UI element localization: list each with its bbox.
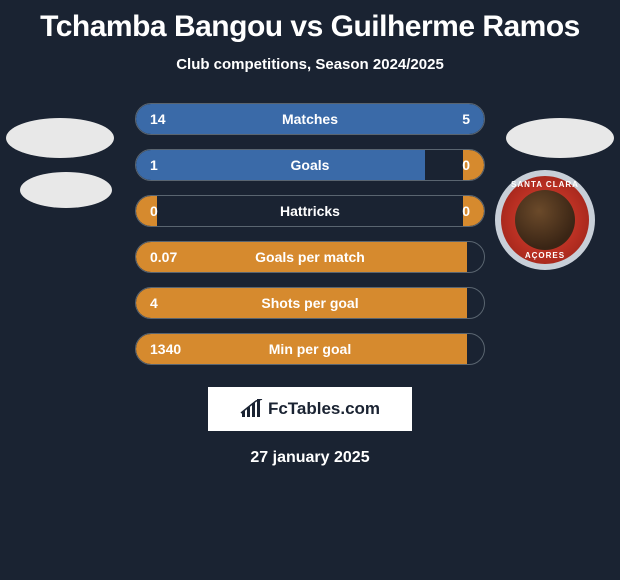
stat-row: 1340Min per goal: [135, 333, 485, 365]
stat-label: Goals: [136, 157, 484, 173]
stat-label: Goals per match: [136, 249, 484, 265]
stat-label: Matches: [136, 111, 484, 127]
stat-value-right: 5: [462, 111, 470, 127]
stat-label: Hattricks: [136, 203, 484, 219]
badge-text-top: SANTA CLARA: [511, 180, 579, 189]
stat-label: Shots per goal: [136, 295, 484, 311]
stat-row: 0Hattricks0: [135, 195, 485, 227]
stat-row: 14Matches5: [135, 103, 485, 135]
bar-chart-icon: [240, 399, 264, 419]
player-avatar-left-2: [20, 172, 112, 208]
club-badge: SANTA CLARA AÇORES: [495, 170, 595, 270]
stat-row: 0.07Goals per match: [135, 241, 485, 273]
stat-label: Min per goal: [136, 341, 484, 357]
badge-text-bottom: AÇORES: [525, 251, 565, 260]
player-avatar-right-1: [506, 118, 614, 158]
badge-eagle-icon: [515, 190, 575, 250]
stat-value-right: 0: [462, 203, 470, 219]
stat-row: 4Shots per goal: [135, 287, 485, 319]
stat-value-right: 0: [462, 157, 470, 173]
logo-text: FcTables.com: [268, 399, 380, 419]
page-title: Tchamba Bangou vs Guilherme Ramos: [0, 0, 620, 44]
stat-row: 1Goals0: [135, 149, 485, 181]
player-avatar-left-1: [6, 118, 114, 158]
fctables-logo[interactable]: FcTables.com: [208, 387, 412, 431]
date-label: 27 january 2025: [0, 449, 620, 467]
page-subtitle: Club competitions, Season 2024/2025: [0, 56, 620, 73]
